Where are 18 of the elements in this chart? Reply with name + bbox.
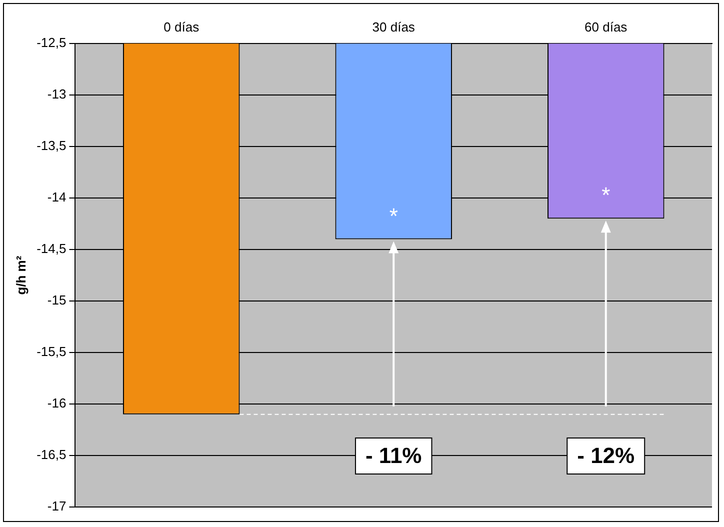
y-tick-label: -14 [47, 190, 66, 205]
y-tick-label: -17 [47, 498, 66, 514]
annotation: * [602, 182, 611, 208]
annotation: - 12% [577, 443, 635, 468]
y-tick-label: -13 [47, 86, 66, 102]
y-tick-label: -12,5 [36, 35, 66, 50]
y-tick-label: -16,5 [36, 447, 66, 462]
y-tick-label: -16 [47, 396, 66, 411]
x-tick-label: 60 días [584, 19, 628, 34]
y-tick-label: -15,5 [36, 344, 66, 360]
y-tick-label: -13,5 [36, 138, 66, 154]
annotation: * [389, 203, 398, 228]
y-tick-label: -15 [47, 292, 66, 308]
y-tick-label: -14,5 [36, 241, 66, 256]
x-tick-label: 0 días [164, 19, 200, 34]
x-tick-label: 30 días [372, 19, 416, 34]
y-axis-title: g/h m² [13, 255, 28, 295]
annotation: - 11% [365, 443, 422, 468]
